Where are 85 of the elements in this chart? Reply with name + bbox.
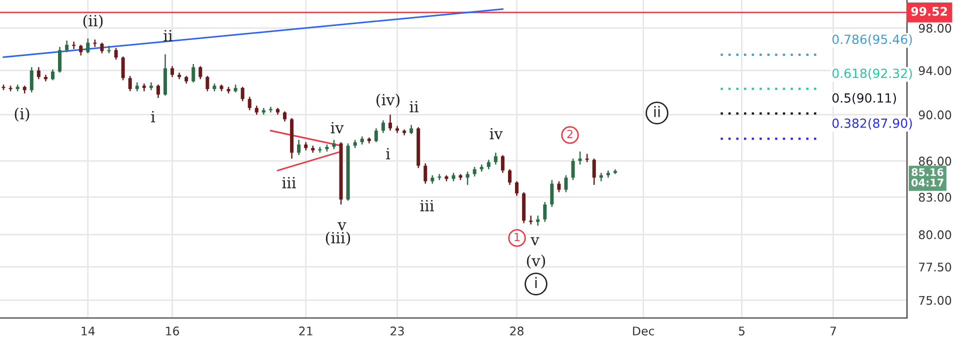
candlestick	[564, 174, 568, 193]
annotation: ii	[164, 30, 173, 42]
candlestick	[192, 63, 196, 84]
annotation: 1	[514, 232, 520, 242]
candlestick	[58, 46, 62, 74]
annotation: iii	[420, 200, 434, 212]
annotation: iii	[282, 176, 296, 188]
x-tick-label: 14	[82, 326, 95, 336]
x-tick-label: 21	[299, 326, 312, 336]
candlestick	[332, 139, 336, 150]
text: 85.16 04:17	[912, 168, 944, 187]
y-tick-label: 77.50	[919, 262, 952, 272]
annotation: (iv)	[376, 94, 400, 108]
annotation: (i)	[14, 108, 30, 122]
candlestick	[121, 56, 125, 81]
annotation: (v)	[526, 254, 546, 269]
candlestick	[543, 201, 547, 223]
candlestick	[206, 75, 210, 92]
candlestick	[36, 66, 40, 80]
candlestick	[515, 180, 519, 196]
y-tick-label: 83.00	[918, 192, 952, 202]
candlestick	[65, 40, 69, 53]
candlestick	[50, 68, 54, 81]
candlestick	[79, 44, 83, 56]
candlestick	[297, 139, 301, 156]
candlestick	[156, 84, 160, 99]
candlestick	[374, 128, 378, 143]
candlestick	[529, 215, 533, 226]
annotation: i	[151, 110, 156, 122]
candlestick	[410, 124, 414, 135]
candlestick	[72, 41, 76, 50]
candlestick	[424, 162, 428, 184]
annotation: iv	[330, 122, 344, 134]
series-label: 0.5(90.11)	[832, 93, 896, 104]
candlestick	[240, 86, 244, 102]
candlestick	[494, 152, 498, 166]
y-tick-label: 94.00	[918, 66, 952, 76]
annotation: (ii)	[83, 14, 103, 29]
candlestick	[248, 96, 252, 111]
annotation: (iii)	[326, 232, 350, 246]
ref-line-label: 99.52	[911, 6, 947, 16]
annotation: v	[530, 237, 540, 246]
series-label: 0.786(95.46)	[832, 34, 912, 46]
annotation: i	[386, 148, 390, 160]
annotation: iv	[490, 128, 503, 140]
candlestick	[100, 42, 104, 54]
candlestick	[571, 158, 575, 181]
candlestick	[381, 120, 385, 134]
candlestick	[550, 179, 554, 208]
y-tick-label: 98.00	[918, 24, 952, 33]
candlestick	[592, 158, 596, 186]
candlestick	[30, 66, 34, 93]
candlestick	[254, 105, 258, 116]
candlestick	[578, 150, 582, 166]
annotation: ii	[654, 106, 660, 118]
annotation: 2	[567, 130, 572, 138]
x-tick-label: 23	[390, 326, 404, 336]
x-tick-label: Dec	[633, 326, 654, 336]
candlestick	[86, 38, 90, 54]
candlestick	[536, 215, 540, 226]
candlestick	[114, 47, 118, 60]
candlestick	[472, 166, 476, 178]
candlestick	[198, 66, 202, 80]
annotation: ii	[410, 100, 419, 112]
candlestick	[466, 171, 470, 186]
x-tick-label: 5	[738, 326, 744, 336]
candlestick	[170, 66, 174, 78]
candlestick	[388, 114, 392, 132]
y-tick-label: 75.00	[919, 296, 952, 305]
y-tick-label: 86.00	[918, 156, 952, 166]
annotation: i	[535, 276, 537, 288]
candlestick	[128, 75, 132, 92]
candlestick	[486, 159, 490, 170]
series-label: 0.618(92.32)	[832, 68, 912, 80]
candlestick	[557, 180, 561, 193]
x-tick-label: 28	[510, 326, 524, 336]
candlestick	[508, 168, 512, 186]
series-label: 0.382(87.90)	[832, 118, 912, 130]
y-tick-label: 80.00	[918, 230, 952, 240]
x-tick-label: 7	[830, 326, 836, 336]
annotation: v	[338, 222, 346, 230]
x-tick-label: 16	[166, 326, 180, 336]
y-tick-label: 90.00	[918, 110, 952, 120]
candlestick	[283, 110, 287, 122]
candlestick	[500, 154, 504, 174]
